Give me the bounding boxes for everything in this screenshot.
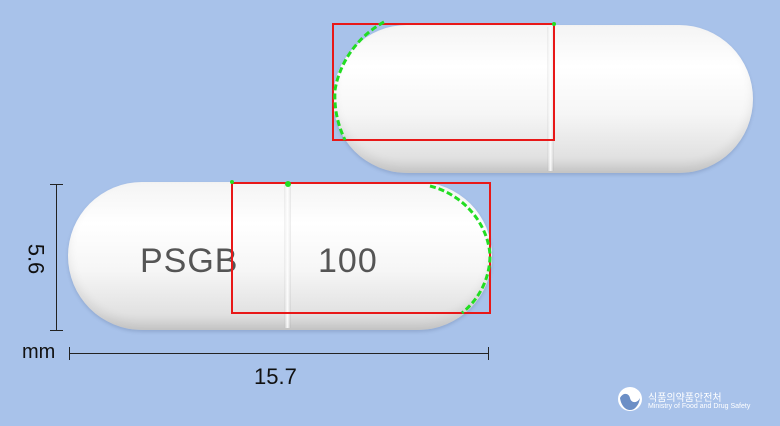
length-dimension-label: 15.7 [254,364,297,389]
length-dimension-line [69,353,488,354]
logo-korean-text: 식품의약품안전처 [648,393,722,404]
edge-point [552,22,556,26]
capsule-seam [284,184,291,328]
edge-point [230,180,234,184]
height-dimension-tick [50,330,63,331]
height-dimension-tick [50,184,63,185]
edge-highlight-top [333,20,385,141]
imprint-front-text: PSGB [140,242,239,280]
capsule-front-view: PSGB 100 [68,182,492,330]
capsule-back-view [333,25,753,173]
height-dimension-line [56,184,57,330]
edge-point [285,181,291,187]
capsule-seam [547,27,554,171]
detection-box-top [332,23,555,141]
logo-english-text: Ministry of Food and Drug Safety [648,403,751,410]
height-dimension-label: 5.6 [23,243,49,275]
dimension-unit-label: mm [22,341,56,363]
length-dimension-tick [69,347,70,360]
imprint-back-text: 100 [318,242,378,280]
ministry-logo-icon [618,387,642,411]
length-dimension-tick [488,347,489,360]
edge-highlight-bottom [429,184,492,315]
